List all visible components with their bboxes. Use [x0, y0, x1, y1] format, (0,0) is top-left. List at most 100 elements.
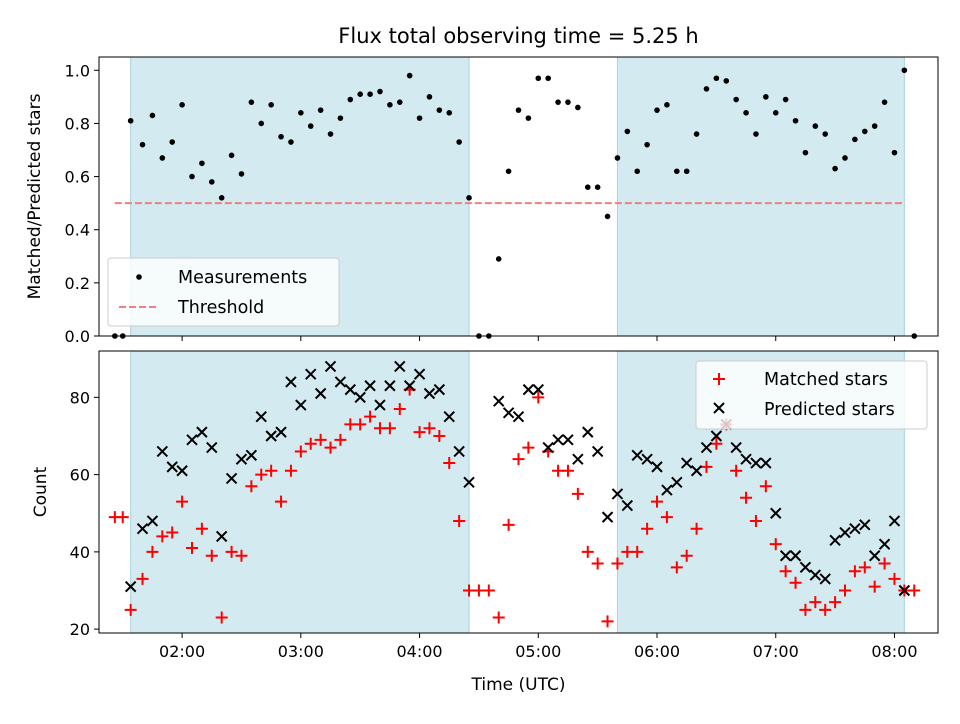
matched-star-point [364, 410, 377, 423]
matched-star-point [532, 391, 545, 404]
matched-star-point [324, 441, 337, 454]
measurement-point [288, 139, 294, 145]
x-tick-label: 02:00 [159, 642, 205, 661]
predicted-star-point [344, 383, 357, 396]
measurement-point [584, 184, 591, 190]
measurement-point [634, 168, 641, 175]
predicted-star-point [235, 453, 248, 465]
matched-star-point [690, 522, 703, 535]
matched-star-point [205, 549, 218, 562]
matched-star-point [779, 565, 792, 578]
measurement-point [604, 213, 611, 220]
top-axes-frame [98, 56, 939, 337]
measurement-point [614, 155, 621, 161]
measurement-point [258, 120, 265, 127]
matched-star-point [482, 584, 495, 597]
measurement-point [278, 133, 284, 140]
measurement-point [387, 102, 393, 108]
matched-star-point [146, 545, 159, 558]
measurement-point [456, 139, 462, 145]
measurement-point [139, 141, 146, 148]
matched-star-point [878, 557, 891, 570]
measurement-point [436, 107, 443, 113]
measurement-point [594, 184, 601, 190]
predicted-star-point [641, 453, 653, 465]
measurement-point [307, 123, 314, 129]
bottom-y-tick-label: 80 [70, 388, 90, 407]
top-y-tick-label: 0.8 [65, 114, 90, 133]
measurement-point [624, 128, 631, 135]
predicted-star-point [314, 387, 327, 400]
measurement-point [228, 152, 235, 159]
predicted-stars-points [124, 360, 911, 597]
top-shaded-interval-2 [616, 56, 905, 337]
matched-star-point [156, 530, 169, 543]
predicted-star-point [124, 580, 137, 593]
measurement-point [347, 96, 354, 103]
predicted-star-point [888, 515, 901, 527]
matched-star-point [225, 545, 238, 558]
matched-star-point [354, 418, 367, 431]
predicted-star-point [829, 534, 841, 546]
predicted-star-point [502, 407, 515, 419]
measurement-point [515, 107, 522, 113]
legend-predicted-marker [713, 402, 725, 414]
bottom-axis-ticks: 20 40 60 80 02:00 03:00 04:00 05:00 06:00 07:00 08… [70, 388, 918, 661]
predicted-star-point [878, 538, 891, 550]
predicted-star-point [572, 453, 584, 465]
matched-star-point [423, 422, 436, 435]
measurement-point [575, 104, 581, 111]
measurement-point [723, 78, 730, 84]
predicted-star-point [285, 376, 297, 388]
predicted-star-point [700, 441, 713, 454]
measurement-point [426, 94, 433, 100]
matched-star-point [809, 596, 822, 609]
predicted-star-point [522, 383, 535, 396]
matched-star-point [433, 429, 446, 442]
top-y-tick-label: 1.0 [65, 61, 90, 80]
measurement-point [881, 99, 888, 105]
top-legend: Measurements Threshold [107, 257, 340, 327]
matched-star-point [838, 584, 851, 597]
predicted-star-point [799, 561, 812, 574]
bottom-axes-frame [98, 350, 939, 634]
predicted-star-point [196, 426, 208, 438]
top-panel: 0.0 0.2 0.4 0.6 0.8 1.0 Flux total observing … [25, 24, 939, 346]
matched-star-point [235, 549, 248, 562]
predicted-star-point [611, 488, 624, 500]
predicted-star-point [305, 368, 317, 380]
measurement-point [763, 94, 769, 100]
matched-star-point [848, 565, 861, 578]
predicted-star-point [324, 360, 337, 373]
predicted-star-point [403, 380, 416, 392]
matched-star-point [522, 441, 535, 454]
predicted-star-point [690, 465, 703, 477]
matched-stars-points [108, 383, 921, 628]
measurement-point [208, 179, 215, 185]
predicted-star-point [819, 573, 831, 585]
measurement-point [377, 88, 383, 95]
predicted-star-point [463, 476, 475, 489]
matched-star-point [641, 522, 654, 535]
matched-star-point [512, 453, 525, 466]
predicted-star-point [206, 441, 218, 454]
measurement-point [367, 91, 373, 97]
matched-star-point [730, 464, 743, 477]
predicted-star-point [443, 410, 455, 423]
bottom-y-tick-label: 40 [70, 543, 90, 562]
measurement-point [674, 168, 680, 175]
top-axis-ticks: 0.0 0.2 0.4 0.6 0.8 1.0 [65, 61, 895, 346]
predicted-star-point [849, 522, 861, 535]
matched-star-point [908, 584, 921, 597]
measurement-point [416, 115, 423, 121]
measurement-point [248, 99, 255, 105]
predicted-star-point [651, 461, 663, 473]
matched-star-point [651, 495, 664, 508]
measurement-point [832, 165, 838, 172]
predicted-star-point [423, 387, 436, 400]
predicted-star-point [255, 410, 267, 423]
matched-star-point [601, 615, 614, 628]
measurement-point [218, 195, 225, 201]
matched-star-point [700, 460, 713, 473]
